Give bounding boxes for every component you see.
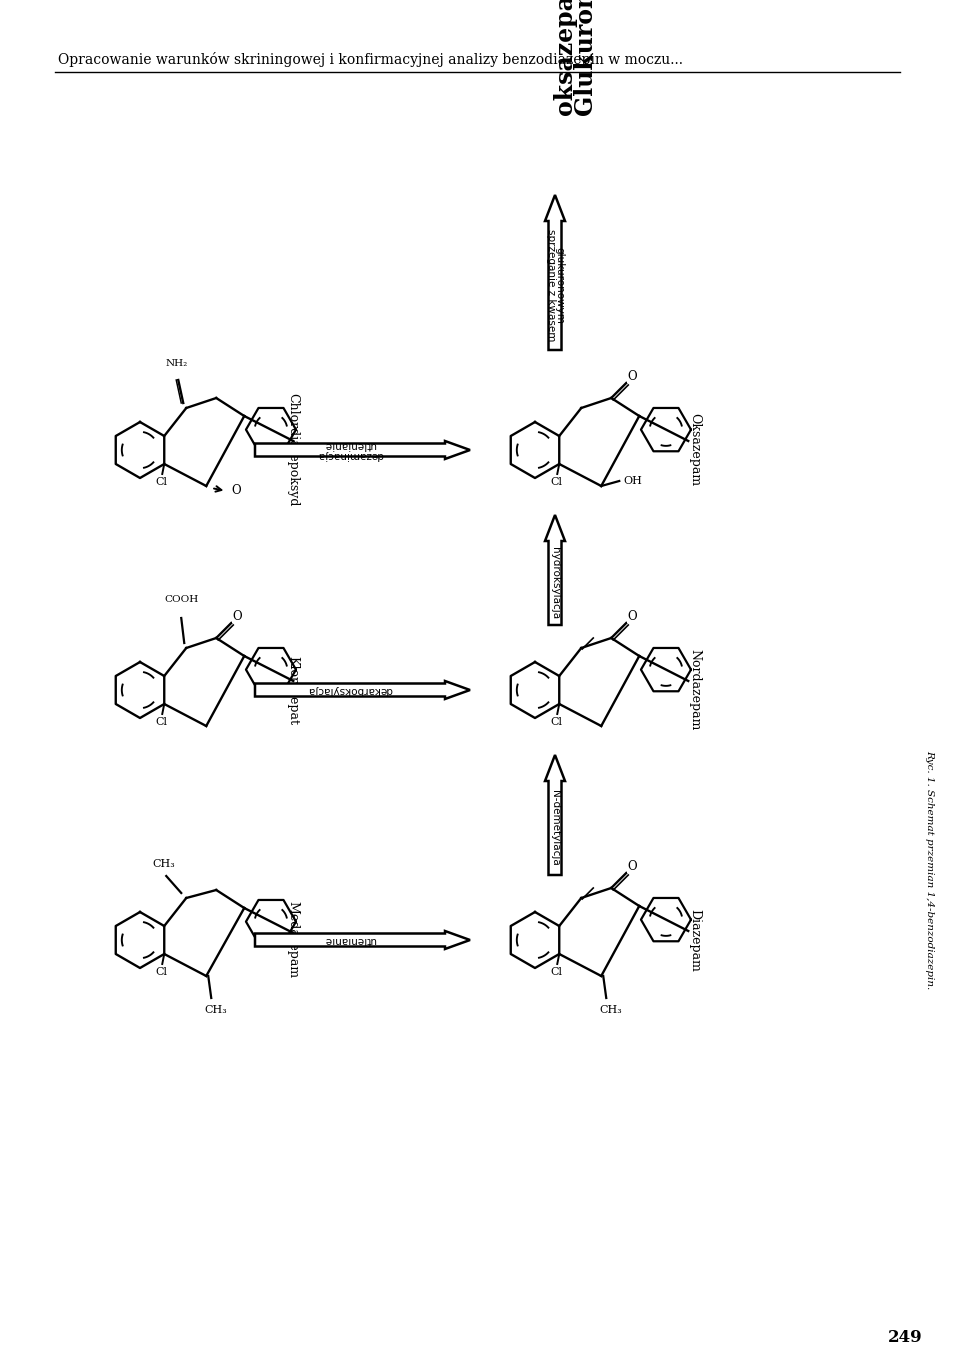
Text: Opracowanie warunków skriningowej i konfirmacyjnej analizy benzodiazepin w moczu: Opracowanie warunków skriningowej i konf…	[58, 52, 683, 67]
Polygon shape	[255, 932, 470, 949]
Text: CH₃: CH₃	[204, 1005, 228, 1015]
Text: Cl: Cl	[156, 967, 167, 976]
Text: CH₃: CH₃	[153, 860, 176, 869]
Text: 249: 249	[888, 1330, 923, 1346]
Text: O: O	[628, 609, 637, 623]
Text: Oksazepam: Oksazepam	[688, 413, 702, 487]
Text: hydroksylacja: hydroksylacja	[550, 547, 560, 619]
Polygon shape	[545, 515, 565, 626]
Text: Medazepam: Medazepam	[286, 902, 300, 979]
Text: utlenianie: utlenianie	[324, 936, 376, 945]
Text: dekarboksylacja: dekarboksylacja	[307, 685, 393, 695]
Text: O: O	[231, 484, 241, 498]
Text: Cl: Cl	[550, 477, 563, 487]
Text: utlenianie: utlenianie	[324, 441, 376, 450]
Polygon shape	[255, 681, 470, 699]
Text: N-demetylacja: N-demetylacja	[550, 790, 560, 866]
Text: Nordazepam: Nordazepam	[688, 649, 702, 730]
Text: Chlordiazepoksyd: Chlordiazepoksyd	[286, 393, 300, 507]
Polygon shape	[255, 441, 470, 460]
Text: OH: OH	[624, 476, 642, 486]
Text: Cl: Cl	[550, 967, 563, 976]
Text: Ryc. 1. Schemat przemian 1,4-benzodiazepin.: Ryc. 1. Schemat przemian 1,4-benzodiazep…	[925, 751, 934, 990]
Text: O: O	[232, 609, 242, 623]
Text: Cl: Cl	[156, 717, 167, 728]
Text: glukuronowym: glukuronowym	[555, 248, 564, 324]
Text: CH₃: CH₃	[600, 1005, 623, 1015]
Text: Diazepam: Diazepam	[688, 908, 702, 971]
Text: Glukuronian: Glukuronian	[573, 0, 597, 116]
Text: sprzeganie z kwasem: sprzeganie z kwasem	[545, 230, 556, 341]
Text: Cl: Cl	[156, 477, 167, 487]
Text: dezaminacja: dezaminacja	[317, 450, 383, 460]
Polygon shape	[545, 194, 565, 350]
Text: Cl: Cl	[550, 717, 563, 728]
Text: NH₂: NH₂	[165, 359, 187, 367]
Polygon shape	[545, 755, 565, 874]
Text: COOH: COOH	[164, 596, 199, 604]
Text: O: O	[628, 370, 637, 382]
Text: O: O	[628, 860, 637, 873]
Text: oksazepamu: oksazepamu	[553, 0, 577, 116]
Text: Klorazepat: Klorazepat	[286, 656, 300, 725]
